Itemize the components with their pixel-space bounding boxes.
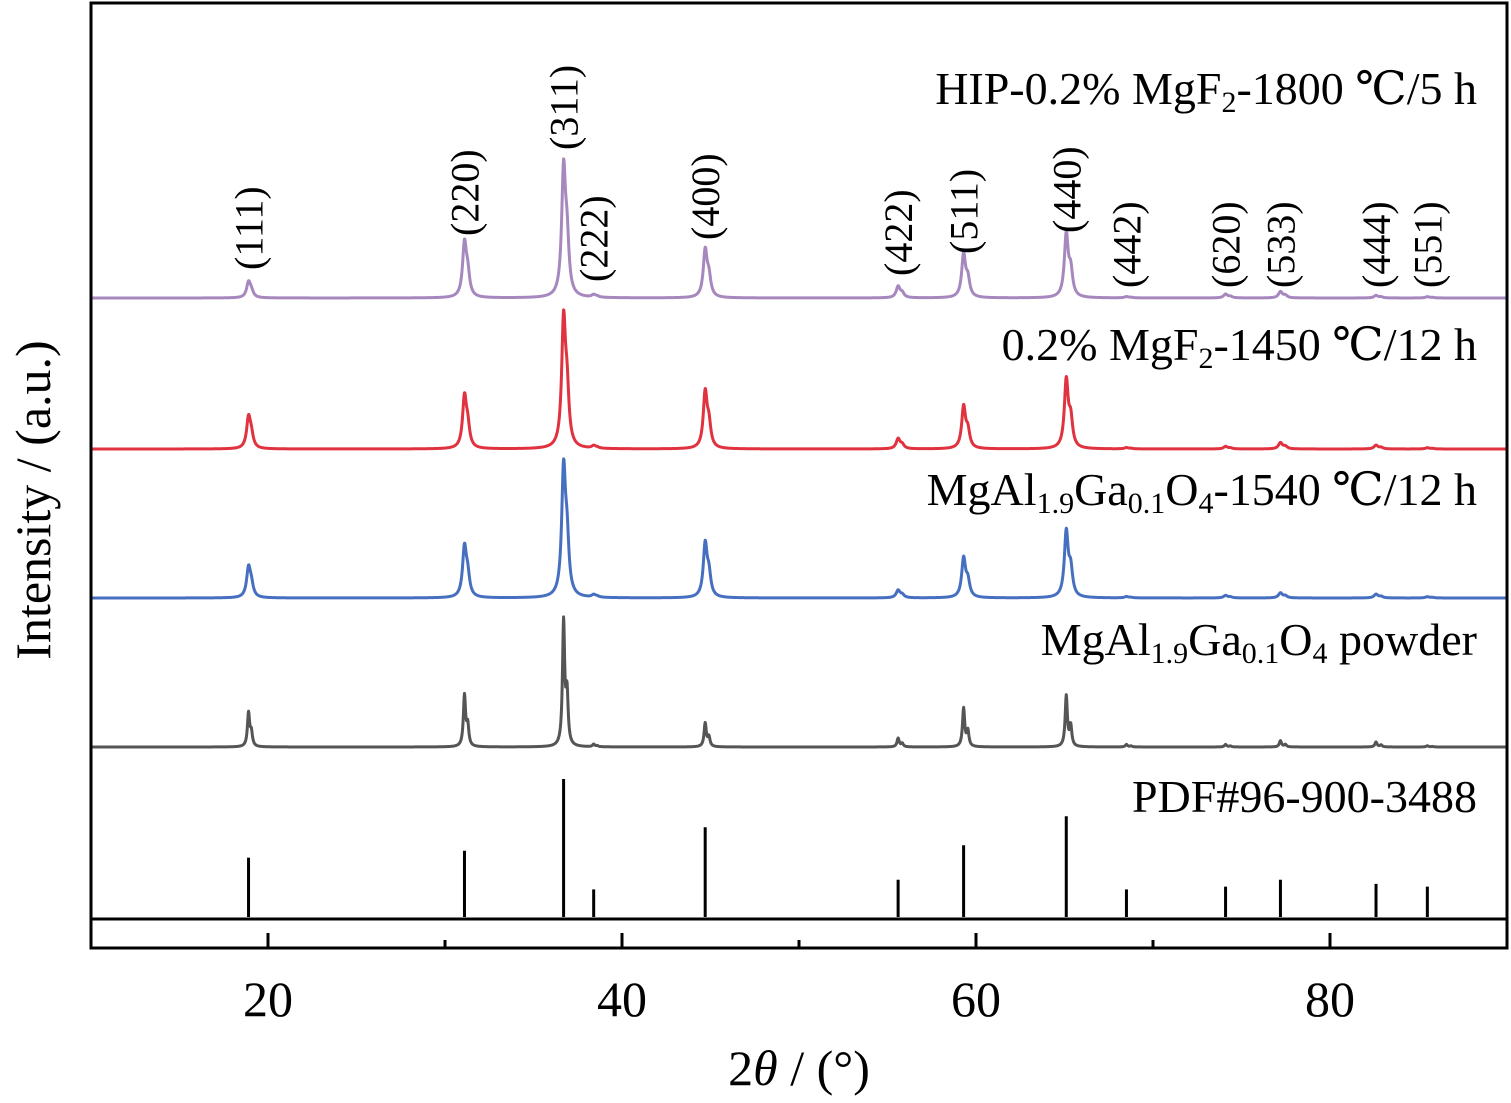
hkl-label-444: (444)	[1354, 201, 1399, 288]
hkl-label-442: (442)	[1105, 201, 1150, 288]
series-traces	[89, 157, 1509, 749]
series-line-1	[89, 157, 1509, 300]
x-tick-label-40: 40	[597, 971, 647, 1027]
x-axis-title-num: 2	[728, 1040, 753, 1096]
series-label-3: MgAl1.9Ga0.1O4-1540 ℃/12 h	[927, 464, 1477, 520]
hkl-label-533: (533)	[1258, 201, 1303, 288]
series-line-3	[89, 457, 1509, 600]
hkl-label-551: (551)	[1405, 201, 1450, 288]
hkl-label-440: (440)	[1044, 146, 1089, 233]
x-ticks: 20 40 60 80	[243, 933, 1355, 1027]
hkl-label-220: (220)	[443, 149, 488, 236]
series-label-1: HIP-0.2% MgF2-1800 ℃/5 h	[935, 63, 1477, 119]
x-axis-title-unit: / (°)	[778, 1040, 870, 1096]
hkl-label-422: (422)	[876, 189, 921, 276]
series-labels: HIP-0.2% MgF2-1800 ℃/5 h 0.2% MgF2-1450 ℃…	[927, 63, 1477, 822]
x-axis-title-theta: θ	[753, 1040, 778, 1096]
x-tick-label-20: 20	[243, 971, 293, 1027]
x-axis-title: 2θ / (°)	[728, 1040, 870, 1096]
x-tick-label-80: 80	[1305, 971, 1355, 1027]
series-label-2: 0.2% MgF2-1450 ℃/12 h	[1002, 319, 1477, 375]
hkl-label-111: (111)	[227, 186, 272, 270]
hkl-label-620: (620)	[1204, 201, 1249, 288]
reference-label: PDF#96-900-3488	[1132, 771, 1477, 822]
hkl-labels: (111) (220) (311) (222) (400) (422) (511) (440)…	[227, 65, 1451, 288]
reference-pattern	[247, 779, 1429, 917]
series-label-4: MgAl1.9Ga0.1O4 powder	[1041, 614, 1477, 670]
hkl-label-511: (511)	[942, 169, 987, 254]
series-line-2	[89, 308, 1509, 451]
hkl-label-222: (222)	[572, 195, 617, 282]
y-axis-title: Intensity / (a.u.)	[5, 340, 61, 659]
x-tick-label-60: 60	[951, 971, 1001, 1027]
hkl-label-311: (311)	[542, 65, 587, 150]
series-line-4	[89, 615, 1509, 749]
hkl-label-400: (400)	[683, 153, 728, 240]
